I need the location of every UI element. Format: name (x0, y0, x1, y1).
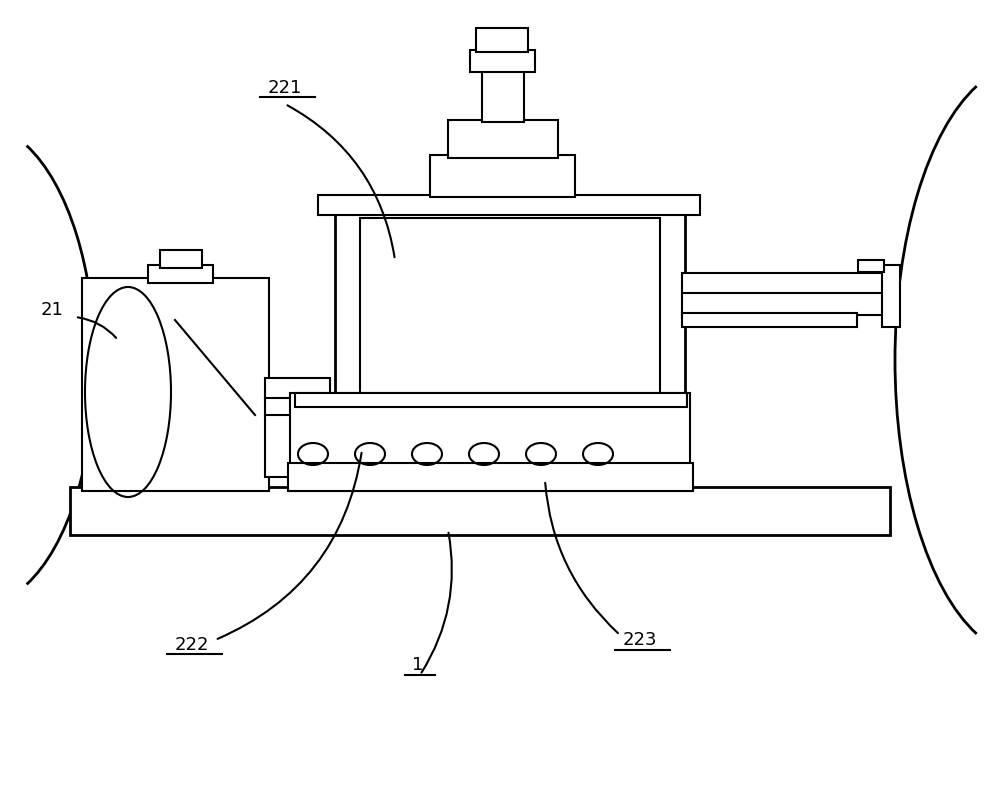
Bar (882, 265, 900, 327)
Bar (148, 265, 213, 283)
Bar (476, 28, 528, 52)
Text: 21: 21 (41, 301, 63, 319)
Bar (858, 260, 884, 272)
Bar (360, 218, 660, 403)
Bar (682, 273, 887, 295)
Bar (682, 293, 887, 315)
Text: 1: 1 (412, 656, 424, 674)
Bar (70, 487, 890, 535)
Bar (448, 120, 558, 158)
Bar (295, 393, 687, 407)
Bar (82, 278, 269, 491)
Text: 222: 222 (175, 636, 209, 654)
Bar (335, 198, 685, 426)
Bar (430, 155, 575, 197)
Bar (682, 313, 857, 327)
Bar (318, 195, 700, 215)
Bar (265, 378, 330, 400)
Bar (290, 393, 690, 491)
Bar (265, 398, 330, 416)
Bar (160, 250, 202, 268)
Bar (470, 50, 535, 72)
Bar (482, 70, 524, 122)
Text: 221: 221 (268, 79, 302, 97)
Bar (288, 463, 693, 491)
Bar (265, 415, 305, 477)
Text: 223: 223 (623, 631, 657, 649)
